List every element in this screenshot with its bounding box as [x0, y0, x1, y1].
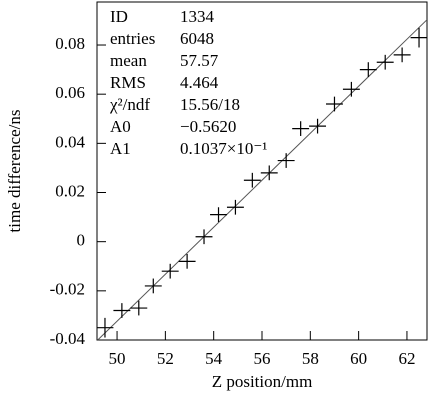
stats-value: −0.5620 — [180, 117, 236, 136]
stats-label: RMS — [110, 73, 146, 92]
fit-line — [97, 20, 427, 341]
x-tick-label: 52 — [157, 349, 174, 368]
x-tick-label: 50 — [109, 349, 126, 368]
x-tick-label: 62 — [398, 349, 415, 368]
stats-value: 1334 — [180, 7, 215, 26]
stats-value: 6048 — [180, 29, 214, 48]
stats-label: χ²/ndf — [109, 95, 150, 114]
x-tick-label: 60 — [350, 349, 367, 368]
x-tick-label: 56 — [254, 349, 271, 368]
y-tick-label: 0 — [77, 231, 86, 250]
stats-label: mean — [110, 51, 147, 70]
stats-value: 57.57 — [180, 51, 219, 70]
y-tick-label: 0.08 — [55, 34, 85, 53]
y-tick-label: 0.04 — [55, 132, 85, 151]
y-tick-label: -0.02 — [50, 280, 85, 299]
y-tick-label: -0.04 — [50, 329, 86, 348]
x-tick-label: 54 — [205, 349, 223, 368]
x-tick-label: 58 — [302, 349, 319, 368]
stats-label: A0 — [110, 117, 131, 136]
stats-label: ID — [110, 7, 128, 26]
x-axis-label: Z position/mm — [212, 372, 313, 391]
y-tick-label: 0.02 — [55, 181, 85, 200]
stats-label: A1 — [110, 139, 131, 158]
stats-value: 4.464 — [180, 73, 219, 92]
stats-value: 15.56/18 — [180, 95, 240, 114]
stats-value: 0.1037×10⁻¹ — [180, 139, 267, 158]
stats-label: entries — [110, 29, 155, 48]
y-tick-label: 0.06 — [55, 83, 85, 102]
y-axis-label: time difference/ns — [5, 110, 24, 233]
